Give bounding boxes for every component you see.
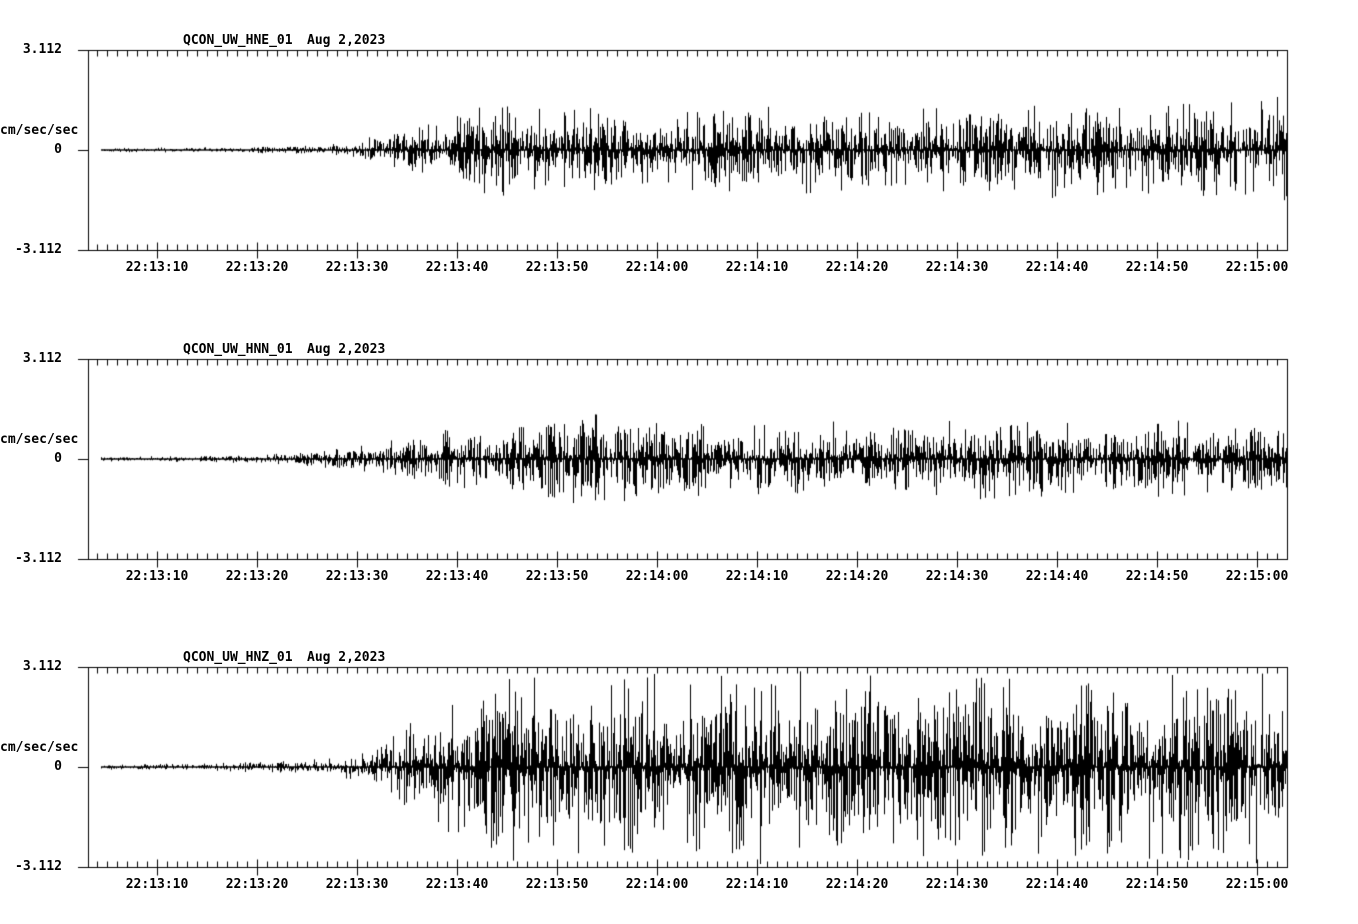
time-tick-label: 22:13:20 <box>225 260 289 275</box>
time-tick-label: 22:14:50 <box>1125 569 1189 584</box>
y-axis-max-label: 3.112 <box>22 42 62 57</box>
time-tick-label: 22:15:00 <box>1225 260 1289 275</box>
time-tick-label: 22:14:20 <box>825 877 889 892</box>
time-tick-label: 22:14:10 <box>725 260 789 275</box>
time-tick-label: 22:14:50 <box>1125 260 1189 275</box>
y-axis-zero-label: 0 <box>54 759 62 774</box>
time-tick-label: 22:14:20 <box>825 260 889 275</box>
time-tick-label: 22:15:00 <box>1225 569 1289 584</box>
time-tick-label: 22:13:50 <box>525 877 589 892</box>
time-tick-label: 22:15:00 <box>1225 877 1289 892</box>
time-tick-label: 22:13:10 <box>125 260 189 275</box>
time-tick-label: 22:14:30 <box>925 569 989 584</box>
panel-date-label: Aug 2,2023 <box>307 650 386 665</box>
y-axis-max-label: 3.112 <box>22 659 62 674</box>
time-axis-labels: 22:13:10 22:13:20 22:13:30 22:13:40 22:13:50… <box>0 878 1358 892</box>
time-tick-label: 22:13:50 <box>525 569 589 584</box>
y-axis-units-label: cm/sec/sec <box>0 740 79 755</box>
time-tick-label: 22:13:10 <box>125 877 189 892</box>
time-tick-label: 22:14:00 <box>625 260 689 275</box>
time-tick-label: 22:13:20 <box>225 569 289 584</box>
time-tick-label: 22:14:10 <box>725 877 789 892</box>
time-tick-label: 22:13:30 <box>325 877 389 892</box>
time-tick-label: 22:13:40 <box>425 260 489 275</box>
y-axis-max-label: 3.112 <box>22 351 62 366</box>
time-tick-label: 22:14:00 <box>625 569 689 584</box>
time-tick-label: 22:14:50 <box>1125 877 1189 892</box>
time-tick-label: 22:14:20 <box>825 569 889 584</box>
panel-title: QCON_UW_HNN_01 <box>183 342 293 357</box>
time-tick-label: 22:14:40 <box>1025 877 1089 892</box>
time-tick-label: 22:13:30 <box>325 260 389 275</box>
panel-date-label: Aug 2,2023 <box>307 342 386 357</box>
y-axis-zero-label: 0 <box>54 451 62 466</box>
time-tick-label: 22:13:50 <box>525 260 589 275</box>
time-tick-label: 22:13:20 <box>225 877 289 892</box>
time-tick-label: 22:13:30 <box>325 569 389 584</box>
time-tick-label: 22:14:00 <box>625 877 689 892</box>
time-tick-label: 22:13:40 <box>425 877 489 892</box>
y-axis-min-label: -3.112 <box>15 242 62 257</box>
time-tick-label: 22:14:40 <box>1025 260 1089 275</box>
y-axis-units-label: cm/sec/sec <box>0 432 79 447</box>
panel-title: QCON_UW_HNE_01 <box>183 33 293 48</box>
y-axis-zero-label: 0 <box>54 142 62 157</box>
time-tick-label: 22:13:10 <box>125 569 189 584</box>
time-tick-label: 22:14:30 <box>925 260 989 275</box>
time-tick-label: 22:13:40 <box>425 569 489 584</box>
time-tick-label: 22:14:30 <box>925 877 989 892</box>
y-axis-min-label: -3.112 <box>15 551 62 566</box>
panel-date-label: Aug 2,2023 <box>307 33 386 48</box>
time-axis-labels: 22:13:10 22:13:20 22:13:30 22:13:40 22:13:50… <box>0 570 1358 584</box>
y-axis-units-label: cm/sec/sec <box>0 123 79 138</box>
panel-title: QCON_UW_HNZ_01 <box>183 650 293 665</box>
time-axis-labels: 22:13:10 22:13:20 22:13:30 22:13:40 22:13:50… <box>0 261 1358 275</box>
time-tick-label: 22:14:10 <box>725 569 789 584</box>
time-tick-label: 22:14:40 <box>1025 569 1089 584</box>
y-axis-min-label: -3.112 <box>15 859 62 874</box>
